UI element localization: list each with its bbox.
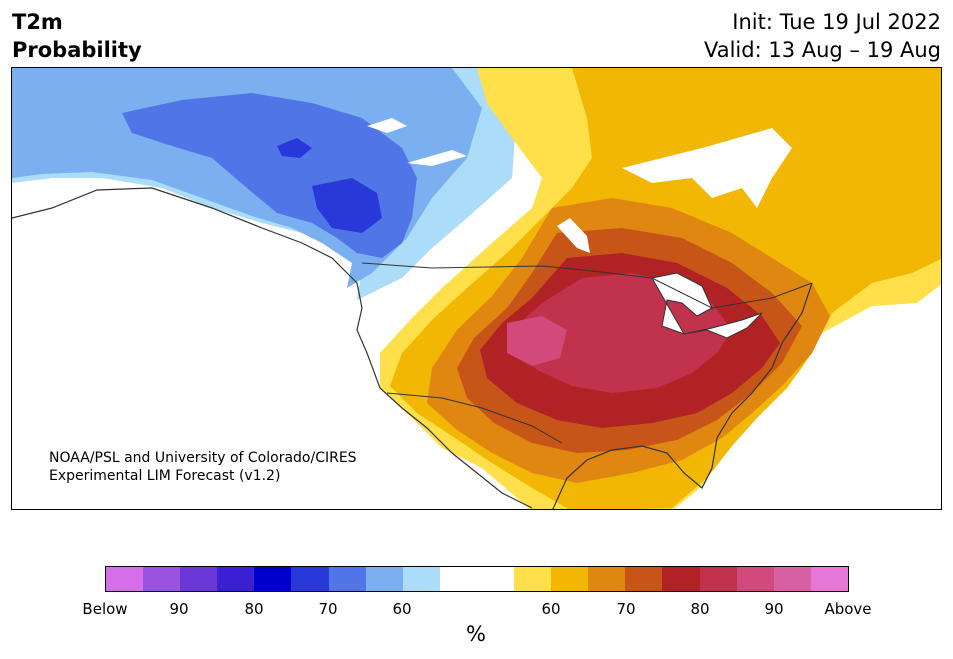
colorbar-label: 70: [616, 600, 636, 618]
credit-line2: Experimental LIM Forecast (v1.2): [49, 468, 281, 484]
colorbar-label: 60: [392, 600, 412, 618]
colorbar-swatch: [254, 567, 292, 591]
above-normal-very-strong-region: [512, 273, 732, 393]
colorbar-swatch: [514, 567, 552, 591]
colorbar-swatch: [365, 567, 403, 591]
colorbar-swatch: [773, 567, 811, 591]
below-normal-strong-region: [312, 178, 382, 233]
colorbar-label: 70: [318, 600, 338, 618]
hudson-bay: [622, 128, 792, 208]
colorbar-swatch: [328, 567, 366, 591]
colorbar-label: 90: [764, 600, 784, 618]
map-canvas: [12, 68, 941, 509]
coastline: [12, 187, 533, 509]
colorbar-swatch: [402, 567, 440, 591]
us-canada-border: [361, 262, 813, 309]
valid-dates: Valid: 13 Aug – 19 Aug: [703, 38, 941, 62]
colorbar-swatch: [291, 567, 329, 591]
lake-winnipeg: [557, 218, 590, 253]
colorbar-swatch: [810, 567, 848, 591]
colorbar-label: Below: [82, 600, 128, 618]
colorbar-swatch: [736, 567, 774, 591]
east-coast: [552, 282, 813, 509]
colorbar-label: 90: [169, 600, 189, 618]
colorbar: [105, 566, 849, 592]
colorbar-swatch: [551, 567, 589, 591]
colorbar-units: %: [466, 622, 486, 646]
above-normal-peak-region: [507, 316, 567, 366]
great-bear-lake: [367, 118, 407, 133]
below-normal-strong-spot: [277, 138, 312, 158]
colorbar-swatch: [180, 567, 218, 591]
title-type: Probability: [12, 38, 142, 62]
colorbar-swatch: [476, 567, 515, 591]
credit-text: NOAA/PSL and University of Colorado/CIRE…: [49, 449, 357, 485]
colorbar-swatch: [588, 567, 626, 591]
probability-map: [11, 67, 942, 510]
map-title: T2m Probability: [12, 8, 142, 64]
colorbar-swatch: [662, 567, 700, 591]
colorbar-label: Above: [824, 600, 872, 618]
great-slave-lake: [407, 150, 467, 166]
colorbar-label: 80: [244, 600, 264, 618]
colorbar-swatch: [143, 567, 181, 591]
colorbar-label: 80: [690, 600, 710, 618]
colorbar-swatch: [439, 567, 477, 591]
us-mexico-border: [386, 392, 563, 444]
colorbar-swatch: [625, 567, 663, 591]
colorbar-swatch: [106, 567, 144, 591]
colorbar-swatch: [699, 567, 737, 591]
colorbar-label: 60: [541, 600, 561, 618]
init-date: Init: Tue 19 Jul 2022: [732, 10, 941, 34]
colorbar-swatch: [217, 567, 255, 591]
credit-line1: NOAA/PSL and University of Colorado/CIRE…: [49, 450, 357, 466]
title-variable: T2m: [12, 10, 63, 34]
forecast-dates: Init: Tue 19 Jul 2022 Valid: 13 Aug – 19…: [704, 8, 941, 64]
